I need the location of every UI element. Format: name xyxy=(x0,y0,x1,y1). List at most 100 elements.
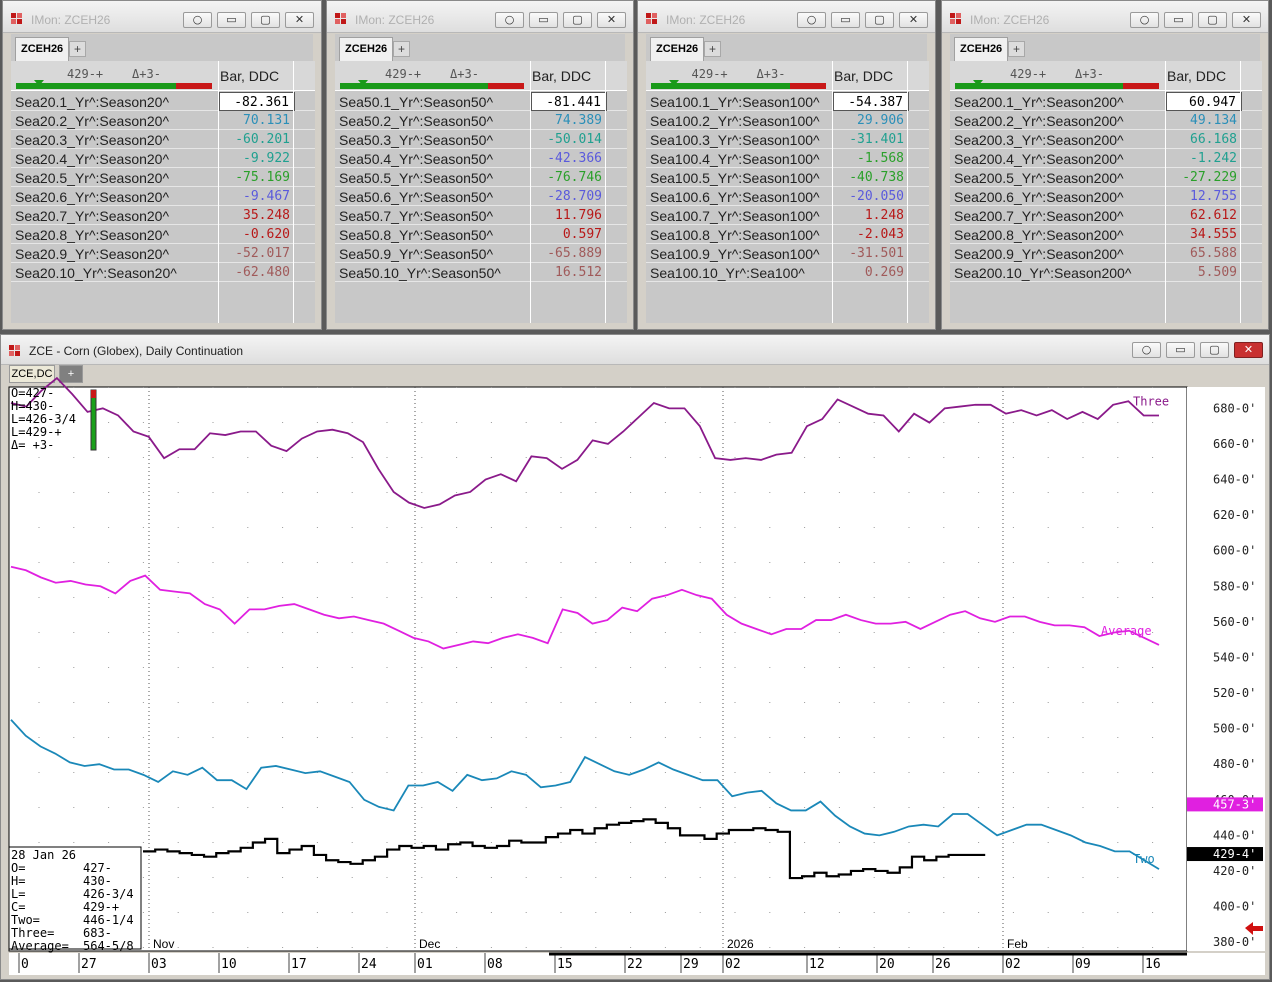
tab-zce-dc[interactable]: ZCE,DC xyxy=(9,365,55,383)
row-value[interactable]: -9.467 xyxy=(243,189,290,204)
table-row[interactable]: Sea20.9_Yr^:Season20^ -52.017 xyxy=(11,244,315,263)
row-value[interactable]: -50.014 xyxy=(547,132,602,147)
row-value[interactable]: 34.555 xyxy=(1190,227,1237,242)
row-value[interactable]: -81.441 xyxy=(531,92,607,111)
table-row[interactable]: Sea50.3_Yr^:Season50^ -50.014 xyxy=(335,130,627,149)
row-value[interactable]: -2.043 xyxy=(857,227,904,242)
table-row[interactable]: Sea200.1_Yr^:Season200^ 60.947 xyxy=(950,92,1262,111)
row-value[interactable]: -62.480 xyxy=(235,265,290,280)
column-header[interactable]: Bar, DDC xyxy=(220,68,280,84)
table-row[interactable]: Sea100.9_Yr^:Season100^ -31.501 xyxy=(646,244,929,263)
row-value[interactable]: 0.269 xyxy=(864,265,904,280)
minimize-button[interactable]: ▭ xyxy=(1164,12,1193,28)
table-row[interactable]: Sea50.8_Yr^:Season50^ 0.597 xyxy=(335,225,627,244)
row-value[interactable]: 29.906 xyxy=(857,113,904,128)
table-row[interactable]: Sea200.5_Yr^:Season200^ -27.229 xyxy=(950,168,1262,187)
table-row[interactable]: Sea20.3_Yr^:Season20^ -60.201 xyxy=(11,130,315,149)
link-button[interactable]: ○ xyxy=(183,12,212,28)
row-value[interactable]: 65.588 xyxy=(1190,246,1237,261)
tab-symbol[interactable]: ZCEH26 xyxy=(339,37,394,61)
table-row[interactable]: Sea20.8_Yr^:Season20^ -0.620 xyxy=(11,225,315,244)
add-tab-button[interactable]: + xyxy=(393,41,410,57)
table-row[interactable]: Sea200.2_Yr^:Season200^ 49.134 xyxy=(950,111,1262,130)
table-row[interactable]: Sea200.4_Yr^:Season200^ -1.242 xyxy=(950,149,1262,168)
table-row[interactable]: Sea20.5_Yr^:Season20^ -75.169 xyxy=(11,168,315,187)
table-row[interactable]: Sea50.7_Yr^:Season50^ 11.796 xyxy=(335,206,627,225)
row-value[interactable]: -40.738 xyxy=(849,170,904,185)
table-row[interactable]: Sea20.1_Yr^:Season20^ -82.361 xyxy=(11,92,315,111)
table-row[interactable]: Sea100.10_Yr^:Sea100^ 0.269 xyxy=(646,263,929,282)
row-value[interactable]: -28.709 xyxy=(547,189,602,204)
table-row[interactable]: Sea50.6_Yr^:Season50^ -28.709 xyxy=(335,187,627,206)
table-row[interactable]: Sea100.5_Yr^:Season100^ -40.738 xyxy=(646,168,929,187)
row-value[interactable]: -65.889 xyxy=(547,246,602,261)
table-row[interactable]: Sea20.4_Yr^:Season20^ -9.922 xyxy=(11,149,315,168)
tab-symbol[interactable]: ZCEH26 xyxy=(954,37,1009,61)
table-row[interactable]: Sea50.1_Yr^:Season50^ -81.441 xyxy=(335,92,627,111)
link-button[interactable]: ○ xyxy=(797,12,826,28)
table-row[interactable]: Sea200.9_Yr^:Season200^ 65.588 xyxy=(950,244,1262,263)
minimize-button[interactable]: ▭ xyxy=(529,12,558,28)
row-value[interactable]: 74.389 xyxy=(555,113,602,128)
table-row[interactable]: Sea100.1_Yr^:Season100^ -54.387 xyxy=(646,92,929,111)
column-header[interactable]: Bar, DDC xyxy=(532,68,592,84)
table-row[interactable]: Sea20.2_Yr^:Season20^ 70.131 xyxy=(11,111,315,130)
row-value[interactable]: -52.017 xyxy=(235,246,290,261)
minimize-button[interactable]: ▭ xyxy=(1166,342,1195,358)
row-value[interactable]: -42.366 xyxy=(547,151,602,166)
table-row[interactable]: Sea50.10_Yr^:Season50^ 16.512 xyxy=(335,263,627,282)
table-row[interactable]: Sea200.3_Yr^:Season200^ 66.168 xyxy=(950,130,1262,149)
close-button[interactable]: ✕ xyxy=(899,12,928,28)
tab-symbol[interactable]: ZCEH26 xyxy=(15,37,70,61)
table-row[interactable]: Sea100.8_Yr^:Season100^ -2.043 xyxy=(646,225,929,244)
link-button[interactable]: ○ xyxy=(1130,12,1159,28)
add-tab-button[interactable]: + xyxy=(1008,41,1025,57)
tab-symbol[interactable]: ZCEH26 xyxy=(650,37,705,61)
table-row[interactable]: Sea100.4_Yr^:Season100^ -1.568 xyxy=(646,149,929,168)
table-row[interactable]: Sea20.6_Yr^:Season20^ -9.467 xyxy=(11,187,315,206)
row-value[interactable]: 62.612 xyxy=(1190,208,1237,223)
table-row[interactable]: Sea50.2_Yr^:Season50^ 74.389 xyxy=(335,111,627,130)
table-row[interactable]: Sea50.4_Yr^:Season50^ -42.366 xyxy=(335,149,627,168)
row-value[interactable]: 66.168 xyxy=(1190,132,1237,147)
row-value[interactable]: -27.229 xyxy=(1182,170,1237,185)
table-row[interactable]: Sea50.9_Yr^:Season50^ -65.889 xyxy=(335,244,627,263)
row-value[interactable]: -82.361 xyxy=(219,92,295,111)
row-value[interactable]: -0.620 xyxy=(243,227,290,242)
link-button[interactable]: ○ xyxy=(495,12,524,28)
row-value[interactable]: 16.512 xyxy=(555,265,602,280)
maximize-button[interactable]: ▢ xyxy=(1198,12,1227,28)
row-value[interactable]: 1.248 xyxy=(864,208,904,223)
row-value[interactable]: -1.242 xyxy=(1190,151,1237,166)
price-chart[interactable]: 680-0' 660-0' 640-0' 620-0' 600-0' 580-0' 560-… xyxy=(1,335,1271,981)
link-button[interactable]: ○ xyxy=(1132,342,1161,358)
add-tab-button[interactable]: + xyxy=(704,41,721,57)
row-value[interactable]: -75.169 xyxy=(235,170,290,185)
table-row[interactable]: Sea100.2_Yr^:Season100^ 29.906 xyxy=(646,111,929,130)
table-row[interactable]: Sea100.3_Yr^:Season100^ -31.401 xyxy=(646,130,929,149)
row-value[interactable]: -54.387 xyxy=(833,92,909,111)
add-tab-button[interactable]: + xyxy=(69,41,86,57)
row-value[interactable]: 35.248 xyxy=(243,208,290,223)
maximize-button[interactable]: ▢ xyxy=(563,12,592,28)
close-button[interactable]: ✕ xyxy=(1234,342,1263,358)
row-value[interactable]: -31.401 xyxy=(849,132,904,147)
row-value[interactable]: 12.755 xyxy=(1190,189,1237,204)
row-value[interactable]: 49.134 xyxy=(1190,113,1237,128)
table-row[interactable]: Sea200.10_Yr^:Season200^ 5.509 xyxy=(950,263,1262,282)
row-value[interactable]: 5.509 xyxy=(1197,265,1237,280)
add-tab-button[interactable]: + xyxy=(59,365,83,383)
row-value[interactable]: -60.201 xyxy=(235,132,290,147)
maximize-button[interactable]: ▢ xyxy=(1200,342,1229,358)
table-row[interactable]: Sea100.6_Yr^:Season100^ -20.050 xyxy=(646,187,929,206)
table-row[interactable]: Sea200.8_Yr^:Season200^ 34.555 xyxy=(950,225,1262,244)
table-row[interactable]: Sea200.7_Yr^:Season200^ 62.612 xyxy=(950,206,1262,225)
table-row[interactable]: Sea50.5_Yr^:Season50^ -76.746 xyxy=(335,168,627,187)
row-value[interactable]: -1.568 xyxy=(857,151,904,166)
maximize-button[interactable]: ▢ xyxy=(251,12,280,28)
close-button[interactable]: ✕ xyxy=(597,12,626,28)
row-value[interactable]: -31.501 xyxy=(849,246,904,261)
table-row[interactable]: Sea200.6_Yr^:Season200^ 12.755 xyxy=(950,187,1262,206)
minimize-button[interactable]: ▭ xyxy=(217,12,246,28)
column-header[interactable]: Bar, DDC xyxy=(834,68,894,84)
